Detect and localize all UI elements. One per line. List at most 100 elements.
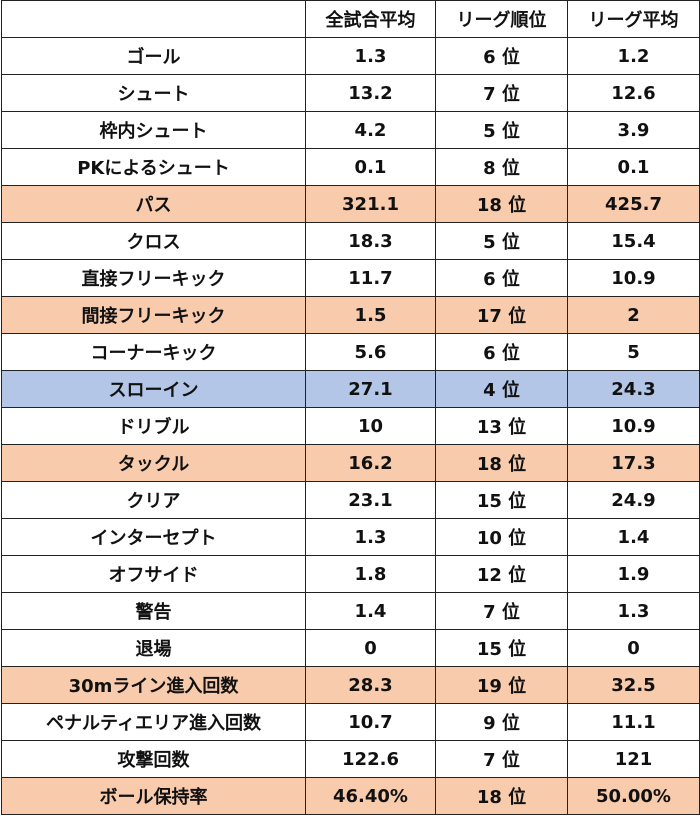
row-label: 警告 [1,592,306,630]
row-league-rank: 6 位 [435,37,568,75]
row-league-average-value: 3.9 [567,111,700,149]
row-label: パス [1,185,306,223]
row-average-value: 23.1 [305,481,436,519]
row-league-average-value: 10.9 [567,407,700,445]
table-row: ペナルティエリア進入回数 10.7 9 位 11.1 [1,703,700,741]
row-league-rank: 17 位 [435,296,568,334]
table-row: パス 321.1 18 位 425.7 [1,185,700,223]
row-average-value: 0.1 [305,148,436,186]
row-league-rank: 4 位 [435,370,568,408]
header-league-rank: リーグ順位 [435,0,568,38]
row-league-rank: 8 位 [435,148,568,186]
row-league-average-value: 2 [567,296,700,334]
row-label: ドリブル [1,407,306,445]
row-average-value: 1.8 [305,555,436,593]
table-row: PKによるシュート 0.1 8 位 0.1 [1,148,700,186]
row-label: 直接フリーキック [1,259,306,297]
row-league-average-value: 50.00% [567,777,700,815]
table-row: シュート 13.2 7 位 12.6 [1,74,700,112]
row-label: 退場 [1,629,306,667]
row-average-value: 5.6 [305,333,436,371]
row-league-average-value: 425.7 [567,185,700,223]
row-average-value: 11.7 [305,259,436,297]
row-league-rank: 18 位 [435,777,568,815]
row-average-value: 1.3 [305,518,436,556]
row-average-value: 10 [305,407,436,445]
header-row: 全試合平均 リーグ順位 リーグ平均 [1,0,700,38]
row-league-rank: 9 位 [435,703,568,741]
row-average-value: 27.1 [305,370,436,408]
table-row: オフサイド 1.8 12 位 1.9 [1,555,700,593]
row-league-rank: 15 位 [435,481,568,519]
row-league-average-value: 10.9 [567,259,700,297]
row-average-value: 1.4 [305,592,436,630]
row-average-value: 1.3 [305,37,436,75]
row-league-rank: 12 位 [435,555,568,593]
table-row: スローイン 27.1 4 位 24.3 [1,370,700,408]
row-league-rank: 15 位 [435,629,568,667]
row-average-value: 122.6 [305,740,436,778]
table-row: タックル 16.2 18 位 17.3 [1,444,700,482]
header-league-average: リーグ平均 [567,0,700,38]
table-row: 攻撃回数 122.6 7 位 121 [1,740,700,778]
row-league-rank: 7 位 [435,592,568,630]
row-label: ペナルティエリア進入回数 [1,703,306,741]
row-label: スローイン [1,370,306,408]
row-average-value: 46.40% [305,777,436,815]
row-league-average-value: 12.6 [567,74,700,112]
row-label: クロス [1,222,306,260]
row-league-average-value: 1.4 [567,518,700,556]
table-row: 30mライン進入回数 28.3 19 位 32.5 [1,666,700,704]
row-league-average-value: 24.9 [567,481,700,519]
row-average-value: 1.5 [305,296,436,334]
row-league-average-value: 32.5 [567,666,700,704]
row-average-value: 18.3 [305,222,436,260]
row-label: シュート [1,74,306,112]
row-label: ゴール [1,37,306,75]
table-row: 枠内シュート 4.2 5 位 3.9 [1,111,700,149]
table-row: ボール保持率 46.40% 18 位 50.00% [1,777,700,815]
row-league-rank: 19 位 [435,666,568,704]
row-label: 枠内シュート [1,111,306,149]
row-league-rank: 6 位 [435,259,568,297]
row-league-rank: 18 位 [435,185,568,223]
row-league-average-value: 15.4 [567,222,700,260]
row-league-rank: 7 位 [435,740,568,778]
row-label: PKによるシュート [1,148,306,186]
row-league-rank: 6 位 [435,333,568,371]
row-label: 30mライン進入回数 [1,666,306,704]
row-average-value: 16.2 [305,444,436,482]
row-league-average-value: 24.3 [567,370,700,408]
table-row: 警告 1.4 7 位 1.3 [1,592,700,630]
row-average-value: 0 [305,629,436,667]
row-label: タックル [1,444,306,482]
row-league-average-value: 11.1 [567,703,700,741]
table-row: インターセプト 1.3 10 位 1.4 [1,518,700,556]
row-label: ボール保持率 [1,777,306,815]
row-league-average-value: 0.1 [567,148,700,186]
table-row: クリア 23.1 15 位 24.9 [1,481,700,519]
row-league-rank: 5 位 [435,111,568,149]
row-label: 攻撃回数 [1,740,306,778]
row-average-value: 10.7 [305,703,436,741]
row-league-average-value: 121 [567,740,700,778]
row-league-rank: 10 位 [435,518,568,556]
header-corner-cell [1,0,306,38]
row-league-rank: 13 位 [435,407,568,445]
table-row: ゴール 1.3 6 位 1.2 [1,37,700,75]
row-label: 間接フリーキック [1,296,306,334]
row-average-value: 28.3 [305,666,436,704]
stats-table: 全試合平均 リーグ順位 リーグ平均 ゴール 1.3 6 位 1.2 シュート 13.2 7 … [1,0,700,815]
row-label: オフサイド [1,555,306,593]
table-row: クロス 18.3 5 位 15.4 [1,222,700,260]
row-label: インターセプト [1,518,306,556]
table-row: ドリブル 10 13 位 10.9 [1,407,700,445]
row-league-rank: 7 位 [435,74,568,112]
row-league-average-value: 1.9 [567,555,700,593]
header-average: 全試合平均 [305,0,436,38]
row-label: コーナーキック [1,333,306,371]
